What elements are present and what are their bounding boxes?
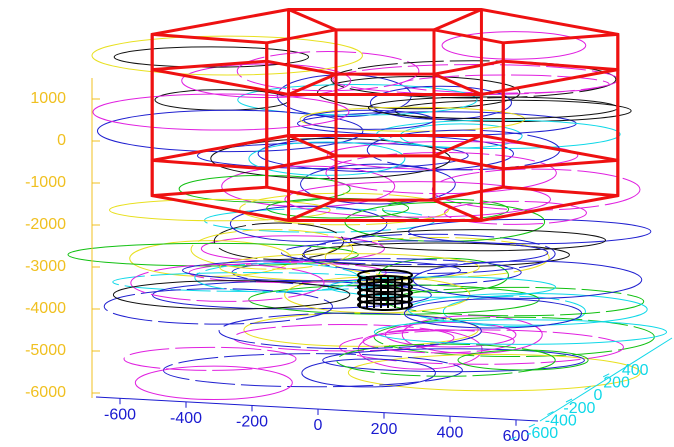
trajectory <box>124 347 296 370</box>
structure-edge <box>289 10 336 30</box>
x-tick-label: -200 <box>236 414 268 431</box>
trajectory <box>163 354 462 387</box>
trajectory <box>402 316 542 354</box>
trajectory <box>93 94 349 130</box>
structure-edge <box>503 34 618 42</box>
structure-edge <box>434 10 481 30</box>
trajectory <box>130 241 292 277</box>
z-tick-label: -2000 <box>25 216 66 233</box>
trajectory <box>113 281 349 309</box>
z-tick-label: -1000 <box>25 174 66 191</box>
chart: 10000-1000-2000-3000-4000-5000-6000-600-… <box>0 0 674 447</box>
trajectory <box>413 261 642 298</box>
structure-edge <box>152 187 267 195</box>
structure-edge <box>503 160 618 168</box>
y-tick-label: 400 <box>622 362 649 379</box>
trajectory <box>233 324 454 350</box>
structure-ring <box>152 10 618 95</box>
x-tick-label: -400 <box>170 410 202 427</box>
x-tick-label: 0 <box>314 417 323 434</box>
x-tick-label: 400 <box>437 424 464 441</box>
y-tick-label: -200 <box>563 400 595 417</box>
z-tick-label: -4000 <box>25 300 66 317</box>
structure-edge <box>503 187 618 195</box>
z-tick-label: 1000 <box>30 90 66 107</box>
trajectories <box>68 32 667 400</box>
x-tick-label: -600 <box>104 406 136 423</box>
z-tick-label: -5000 <box>25 342 66 359</box>
trajectory <box>155 90 289 111</box>
trajectory <box>458 350 588 370</box>
z-tick-label: -3000 <box>25 258 66 275</box>
x-tick-label: 200 <box>371 421 398 438</box>
z-tick-label: -6000 <box>25 384 66 401</box>
trajectory <box>409 219 651 243</box>
structure-edge <box>152 34 267 42</box>
trajectory <box>92 36 362 75</box>
z-tick-label: 0 <box>57 132 66 149</box>
y-tick-label: 0 <box>594 387 603 404</box>
structure-ring <box>152 136 618 221</box>
